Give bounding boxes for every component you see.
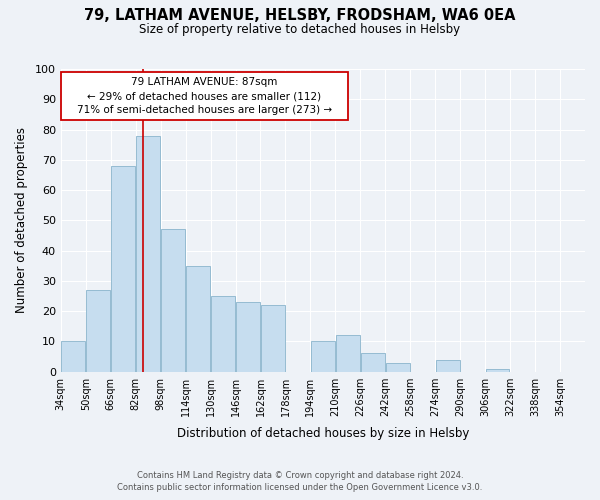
FancyBboxPatch shape — [61, 72, 348, 120]
Bar — [361, 354, 385, 372]
Bar — [186, 266, 210, 372]
Text: 79, LATHAM AVENUE, HELSBY, FRODSHAM, WA6 0EA: 79, LATHAM AVENUE, HELSBY, FRODSHAM, WA6… — [84, 8, 516, 22]
Bar — [436, 360, 460, 372]
Bar — [161, 230, 185, 372]
Bar — [311, 342, 335, 372]
Bar — [112, 166, 135, 372]
Text: 79 LATHAM AVENUE: 87sqm
← 29% of detached houses are smaller (112)
71% of semi-d: 79 LATHAM AVENUE: 87sqm ← 29% of detache… — [77, 77, 332, 115]
Bar — [336, 336, 360, 372]
Bar — [486, 368, 509, 372]
Y-axis label: Number of detached properties: Number of detached properties — [15, 128, 28, 314]
Bar — [211, 296, 235, 372]
Text: Size of property relative to detached houses in Helsby: Size of property relative to detached ho… — [139, 22, 461, 36]
Bar — [86, 290, 110, 372]
X-axis label: Distribution of detached houses by size in Helsby: Distribution of detached houses by size … — [177, 427, 469, 440]
Bar — [61, 342, 85, 372]
Bar — [386, 362, 410, 372]
Bar — [236, 302, 260, 372]
Bar — [136, 136, 160, 372]
Text: Contains HM Land Registry data © Crown copyright and database right 2024.
Contai: Contains HM Land Registry data © Crown c… — [118, 471, 482, 492]
Bar — [261, 305, 285, 372]
